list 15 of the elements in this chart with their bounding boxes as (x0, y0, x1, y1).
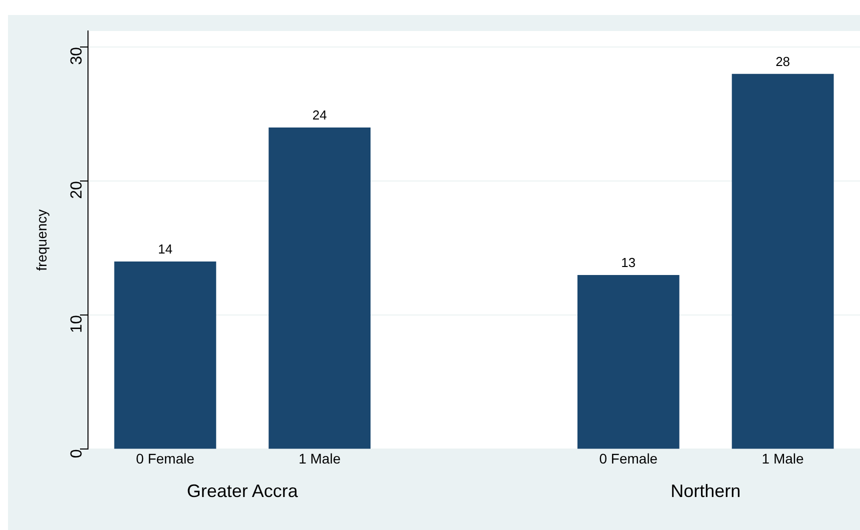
text: Greater Accra (186, 481, 299, 502)
text: Northern (670, 481, 741, 502)
y-tick-label: 0 (68, 449, 86, 458)
data-label: 28 (776, 54, 790, 69)
y-tick-label: 20 (68, 181, 86, 199)
x-tick-label: 0 Female (599, 450, 658, 466)
data-label: 24 (312, 108, 327, 123)
data-label: 14 (158, 242, 172, 257)
y-tick-label: 10 (68, 315, 86, 333)
x-tick-label: 1 Male (762, 450, 804, 466)
x-tick-label: 0 Female (136, 450, 195, 466)
y-axis-title: frequency (33, 209, 50, 271)
y-tick-label: 30 (68, 46, 86, 65)
x-tick-label: 1 Male (298, 450, 341, 466)
data-label: 13 (621, 255, 636, 270)
